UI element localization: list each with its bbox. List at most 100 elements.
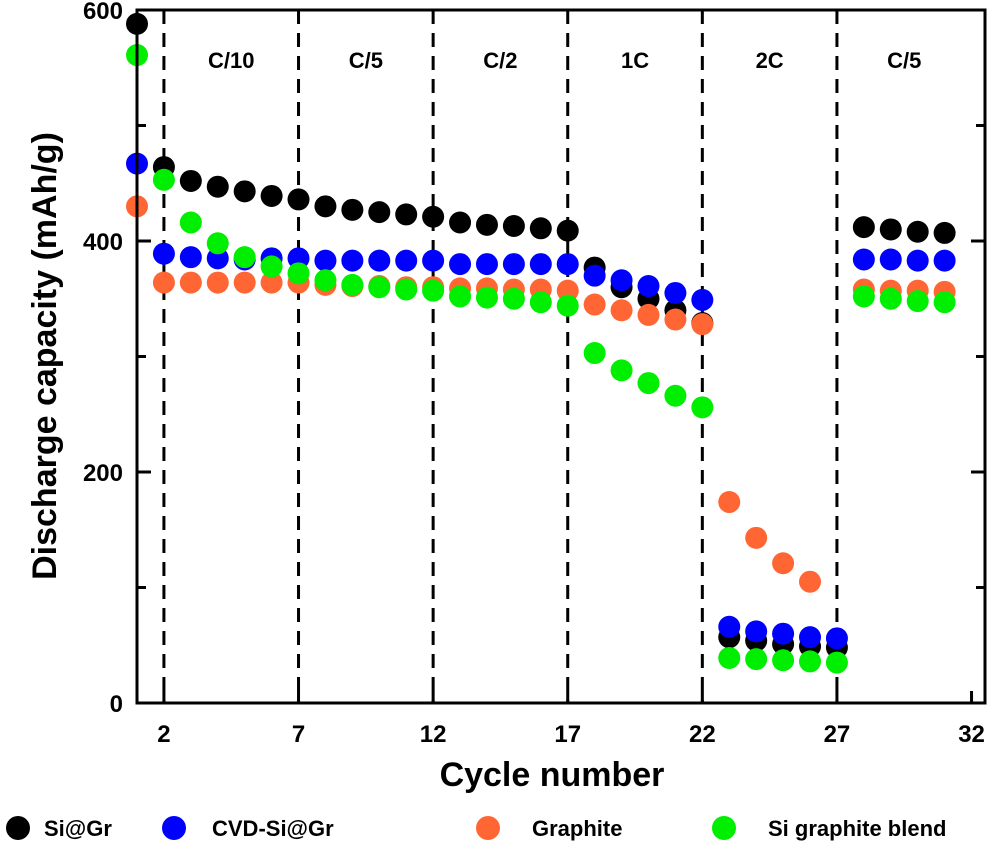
data-point-series-3 — [368, 276, 391, 299]
data-point-series-1 — [502, 253, 525, 276]
data-point-series-3 — [879, 287, 902, 310]
data-point-series-3 — [799, 650, 822, 673]
x-axis-label: Cycle number — [440, 756, 665, 794]
data-point-series-0 — [556, 219, 579, 242]
data-point-series-3 — [637, 372, 660, 395]
data-point-series-3 — [933, 291, 956, 314]
data-point-series-1 — [772, 622, 795, 645]
rate-label: C/2 — [483, 48, 517, 73]
data-point-series-1 — [395, 249, 418, 272]
data-point-series-0 — [314, 195, 337, 218]
x-tick-label: 2 — [157, 721, 170, 748]
data-point-series-3 — [152, 168, 175, 191]
data-point-series-2 — [260, 271, 283, 294]
rate-label: 1C — [621, 48, 649, 73]
data-point-series-3 — [422, 279, 445, 302]
data-point-series-1 — [179, 246, 202, 269]
data-point-series-0 — [233, 180, 256, 203]
legend-marker — [476, 816, 500, 840]
data-point-series-1 — [314, 249, 337, 272]
data-point-series-0 — [368, 201, 391, 224]
data-point-series-3 — [179, 211, 202, 234]
rate-label: C/5 — [349, 48, 383, 73]
data-point-series-3 — [206, 232, 229, 255]
y-tick-label: 600 — [83, 0, 123, 25]
data-point-series-1 — [368, 249, 391, 272]
data-point-series-0 — [179, 169, 202, 192]
data-point-series-1 — [422, 249, 445, 272]
legend-label: CVD-Si@Gr — [212, 816, 334, 841]
data-point-series-1 — [691, 288, 714, 311]
data-point-series-3 — [449, 285, 472, 308]
data-point-series-0 — [395, 203, 418, 226]
legend: Si@Gr CVD-Si@Gr Graphite Si graphite blend — [6, 816, 946, 841]
data-point-series-3 — [341, 273, 364, 296]
data-point-series-3 — [906, 290, 929, 313]
data-point-series-2 — [745, 526, 768, 549]
data-point-series-3 — [287, 262, 310, 285]
data-point-series-3 — [583, 342, 606, 365]
y-tick-label: 0 — [110, 691, 123, 718]
data-point-series-2 — [637, 303, 660, 326]
legend-marker — [712, 816, 736, 840]
data-point-series-0 — [879, 218, 902, 241]
data-point-series-3 — [664, 384, 687, 407]
data-point-series-2 — [206, 271, 229, 294]
data-point-series-0 — [933, 221, 956, 244]
data-point-series-1 — [529, 253, 552, 276]
rate-label: 2C — [756, 48, 784, 73]
y-tick-label: 200 — [83, 460, 123, 487]
data-point-series-3 — [610, 359, 633, 382]
data-point-series-2 — [664, 308, 687, 331]
data-point-series-1 — [556, 253, 579, 276]
data-point-series-3 — [691, 396, 714, 419]
data-point-series-0 — [206, 175, 229, 198]
data-point-series-0 — [502, 214, 525, 237]
data-point-series-1 — [341, 249, 364, 272]
data-point-series-2 — [583, 293, 606, 316]
data-point-series-1 — [906, 249, 929, 272]
data-point-series-0 — [287, 188, 310, 211]
data-point-series-2 — [718, 491, 741, 514]
legend-label: Si graphite blend — [768, 816, 946, 841]
data-point-series-3 — [852, 285, 875, 308]
data-point-series-3 — [772, 649, 795, 672]
data-point-series-1 — [745, 620, 768, 643]
x-tick-label: 27 — [824, 721, 851, 748]
x-tick-label: 12 — [420, 721, 447, 748]
data-point-series-0 — [341, 198, 364, 221]
data-point-series-1 — [475, 253, 498, 276]
y-axis-label: Discharge capacity (mAh/g) — [26, 132, 64, 580]
x-tick-label: 17 — [554, 721, 581, 748]
data-point-series-1 — [610, 269, 633, 292]
data-point-series-2 — [691, 313, 714, 336]
x-tick-label: 32 — [958, 721, 985, 748]
x-tick-label: 22 — [689, 721, 716, 748]
legend-marker — [6, 816, 30, 840]
data-point-series-0 — [529, 217, 552, 240]
data-point-series-1 — [449, 253, 472, 276]
data-point-series-0 — [852, 216, 875, 239]
data-point-series-1 — [879, 248, 902, 271]
rate-label: C/10 — [208, 48, 254, 73]
data-point-series-1 — [825, 627, 848, 650]
data-point-series-1 — [933, 249, 956, 272]
legend-label: Graphite — [532, 816, 622, 841]
data-point-series-1 — [799, 626, 822, 649]
y-tick-label: 400 — [83, 229, 123, 256]
rate-label: C/5 — [887, 48, 921, 73]
data-point-series-3 — [556, 294, 579, 317]
data-point-series-3 — [395, 278, 418, 301]
data-point-series-1 — [637, 275, 660, 298]
data-point-series-2 — [233, 271, 256, 294]
data-point-series-3 — [475, 286, 498, 309]
data-point-series-3 — [233, 246, 256, 269]
data-point-series-3 — [718, 646, 741, 669]
data-point-series-2 — [152, 271, 175, 294]
data-point-series-3 — [314, 269, 337, 292]
data-point-series-1 — [152, 242, 175, 265]
legend-label: Si@Gr — [44, 816, 112, 841]
data-point-series-2 — [610, 299, 633, 322]
